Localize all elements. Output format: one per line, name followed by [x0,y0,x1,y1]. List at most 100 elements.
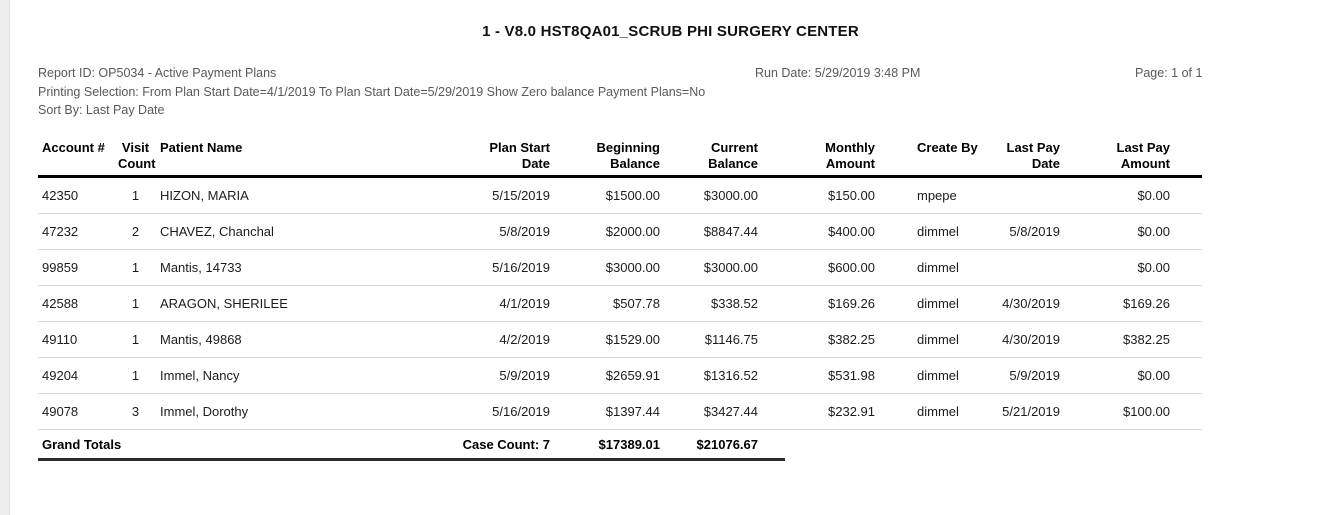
table-cell: dimmel [917,368,959,383]
table-header-row: Account # Visit Count Patient Name Plan … [38,140,1202,178]
table-cell: 4/30/2019 [1002,296,1060,311]
table-row: 49204 1 Immel, Nancy 5/9/2019 $2659.91 $1316.… [38,358,1202,394]
column-header-line: Monthly [825,140,875,155]
table-cell: 49078 [42,404,79,419]
table-cell: 42350 [42,188,79,203]
table-cell: $3000.00 [605,260,660,275]
table-cell: 5/16/2019 [492,404,550,419]
column-header-line: Date [521,156,550,171]
column-header-line: Balance [610,156,660,171]
column-header-line: Amount [825,156,875,171]
table-cell: 4/30/2019 [1002,332,1060,347]
column-header-line: Account # [42,140,105,155]
table-cell: $100.00 [1123,404,1170,419]
table-cell: $169.26 [828,296,875,311]
table-cell: dimmel [917,404,959,419]
grand-totals-label: Grand Totals [42,436,122,452]
table-cell: 1 [131,332,140,347]
table-cell: $531.98 [828,368,875,383]
column-header-line: Visit [121,140,150,155]
column-header-last-pay-amount: Last Pay Amount [1085,140,1202,172]
column-header-line: Beginning [596,140,660,155]
table-cell: 5/15/2019 [492,188,550,203]
column-header-account-number: Account # [38,140,118,172]
column-header-line: Date [1031,156,1060,171]
table-cell: 5/9/2019 [499,368,550,383]
column-header-current-balance: Current Balance [662,140,785,172]
table-cell: 5/8/2019 [1009,224,1060,239]
table-cell: $2000.00 [605,224,660,239]
column-header-line: Count [118,156,156,171]
page-info-text: Page: 1 of 1 [1135,66,1203,80]
table-cell: 1 [131,188,140,203]
grand-totals-case-count: Case Count: 7 [462,436,550,452]
table-row: 49078 3 Immel, Dorothy 5/16/2019 $1397.44 $34… [38,394,1202,430]
table-cell: $1500.00 [605,188,660,203]
table-cell: dimmel [917,260,959,275]
table-cell: $382.25 [1123,332,1170,347]
table-cell: 99859 [42,260,79,275]
table-cell: $0.00 [1137,224,1170,239]
table-cell: 5/8/2019 [499,224,550,239]
table-cell: $169.26 [1123,296,1170,311]
table-cell: $3427.44 [703,404,758,419]
table-cell: $232.91 [828,404,875,419]
table-cell: 5/16/2019 [492,260,550,275]
page-margin-strip [0,0,10,515]
column-header-line: Plan Start [489,140,550,155]
table-cell: $400.00 [828,224,875,239]
table-row: 42350 1 HIZON, MARIA 5/15/2019 $1500.00 $3000… [38,178,1202,214]
column-header-plan-start-date: Plan Start Date [424,140,552,172]
table-cell: 1 [131,260,140,275]
table-cell: $600.00 [828,260,875,275]
table-cell: $1397.44 [605,404,660,419]
sort-by-text: Sort By: Last Pay Date [38,103,165,117]
table-cell: $507.78 [613,296,660,311]
column-header-line: Balance [708,156,758,171]
payment-plans-table: Account # Visit Count Patient Name Plan … [38,140,1202,461]
table-cell: $2659.91 [605,368,660,383]
table-cell: 49204 [42,368,79,383]
table-cell: $3000.00 [703,188,758,203]
table-cell: $150.00 [828,188,875,203]
column-header-line: Last Pay [1006,140,1060,155]
table-cell: $8847.44 [703,224,758,239]
table-cell: Mantis, 49868 [160,332,242,347]
table-cell: dimmel [917,332,959,347]
table-cell: $0.00 [1137,260,1170,275]
table-row: 42588 1 ARAGON, SHERILEE 4/1/2019 $507.78 $33… [38,286,1202,322]
table-row: 99859 1 Mantis, 14733 5/16/2019 $3000.00 $300… [38,250,1202,286]
table-cell: 3 [131,404,140,419]
table-cell: dimmel [917,296,959,311]
table-cell: 5/21/2019 [1002,404,1060,419]
table-cell: 1 [131,368,140,383]
column-header-beginning-balance: Beginning Balance [552,140,662,172]
grand-totals-row: Grand Totals Case Count: 7 $17389.01 $21… [38,430,1202,458]
table-cell: Mantis, 14733 [160,260,242,275]
table-cell: $1529.00 [605,332,660,347]
table-cell: HIZON, MARIA [160,188,249,203]
table-cell: dimmel [917,224,959,239]
table-cell: Immel, Dorothy [160,404,249,419]
column-header-line: Last Pay [1116,140,1170,155]
table-cell: mpepe [917,188,957,203]
column-header-create-by: Create By [880,140,1000,172]
column-header-visit-count: Visit Count [118,140,156,172]
column-header-line: Patient Name [160,140,243,155]
column-header-line: Amount [1120,156,1170,171]
table-cell: $1146.75 [704,332,758,347]
column-header-line: Current [711,140,758,155]
table-cell: 1 [131,296,140,311]
table-cell: $1316.52 [703,368,758,383]
grand-totals-current-balance: $21076.67 [696,436,758,452]
column-header-last-pay-date: Last Pay Date [1000,140,1085,172]
table-cell: 2 [131,224,140,239]
table-cell: 4/2/2019 [499,332,550,347]
table-cell: $0.00 [1137,188,1170,203]
table-cell: 4/1/2019 [499,296,550,311]
table-cell: $3000.00 [703,260,758,275]
column-header-line: Create By [917,140,978,155]
table-row: 47232 2 CHAVEZ, Chanchal 5/8/2019 $2000.00 $8… [38,214,1202,250]
table-cell: 47232 [42,224,79,239]
table-cell: ARAGON, SHERILEE [160,296,288,311]
